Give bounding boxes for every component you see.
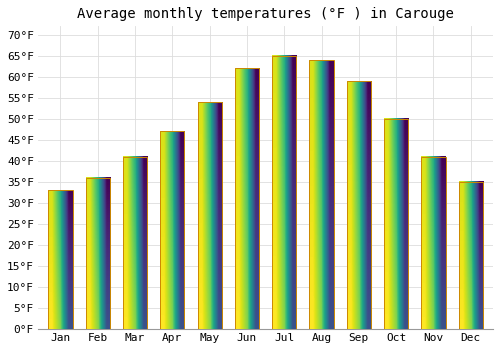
Bar [384,119,408,329]
Bar [48,190,72,329]
Bar [160,131,184,329]
Bar [458,182,483,329]
Bar [422,156,446,329]
Title: Average monthly temperatures (°F ) in Carouge: Average monthly temperatures (°F ) in Ca… [77,7,454,21]
Bar [198,102,222,329]
Bar [310,60,334,329]
Bar [86,177,110,329]
Bar [123,156,147,329]
Bar [235,68,259,329]
Bar [272,56,296,329]
Bar [346,81,371,329]
